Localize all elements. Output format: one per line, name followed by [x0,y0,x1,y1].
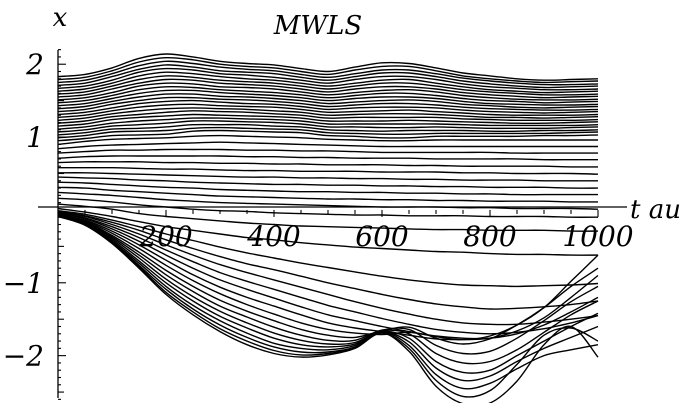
trajectory-line-24 [57,134,598,146]
y-tick-label: 1 [26,121,44,154]
trajectory-line-47 [57,215,599,365]
axis-ticks [58,49,599,400]
trajectory-line-2 [57,56,599,84]
trajectory-line-19 [57,117,599,130]
x-tick-label: 800 [463,220,516,253]
trajectory-line-27 [57,155,598,161]
trajectory-line-23 [57,129,599,142]
trajectory-line-22 [57,126,599,139]
x-axis-label: t au [630,195,681,225]
trajectory-line-26 [57,148,599,154]
trajectory-line-6 [57,71,599,94]
x-tick-label: 400 [246,220,300,253]
trajectory-line-46 [57,214,599,355]
x-tick-label: 200 [138,220,192,253]
trajectory-line-1 [57,53,599,81]
x-tick-label: 1000 [562,220,633,253]
x-tick-label: 600 [355,220,408,253]
y-tick-label: −1 [3,267,44,300]
trajectory-line-48 [57,215,599,374]
trajectory-lines [57,53,599,403]
trajectory-line-13 [57,96,599,113]
trajectory-line-34 [57,191,599,210]
trajectory-line-31 [57,176,599,189]
trajectory-line-11 [57,89,599,107]
trajectory-line-51 [57,215,599,398]
trajectory-line-17 [57,110,599,124]
trajectory-line-20 [57,120,599,133]
trajectory-line-30 [57,172,598,182]
trajectory-line-52 [57,215,599,403]
trajectory-line-49 [57,215,599,382]
trajectory-line-12 [57,93,599,110]
trajectory-line-7 [57,75,599,96]
trajectory-line-18 [57,113,599,127]
trajectory-line-10 [57,85,599,104]
y-tick-label: −2 [3,340,44,373]
trajectory-line-39 [57,210,599,310]
trajectory-line-40 [57,211,599,326]
tick-labels: 200 400 600 800 1000 −2 −1 1 2 [3,48,634,372]
trajectory-line-28 [57,161,599,168]
y-tick-label: 2 [25,48,44,81]
trajectory-line-38 [57,210,599,288]
trajectory-line-36 [57,203,599,232]
trajectory-line-16 [57,107,599,121]
trajectory-line-15 [57,103,599,119]
trajectory-line-14 [57,99,599,116]
trajectory-line-29 [57,166,599,175]
trajectory-line-33 [57,186,599,203]
trajectory-line-4 [57,64,599,89]
y-axis-label: x [53,3,68,33]
trajectory-line-45 [57,214,599,345]
trajectory-line-3 [57,60,599,86]
trajectory-line-8 [57,78,599,99]
trajectory-line-37 [57,207,599,256]
trajectory-line-43 [57,213,599,341]
trajectory-line-32 [57,181,598,196]
chart-title: MWLS [273,11,362,41]
trajectory-line-42 [57,212,599,340]
trajectory-line-21 [57,123,599,136]
trajectory-line-35 [57,197,599,218]
trajectory-line-5 [57,67,599,91]
trajectory-line-25 [57,141,598,150]
trajectory-line-9 [57,82,599,101]
